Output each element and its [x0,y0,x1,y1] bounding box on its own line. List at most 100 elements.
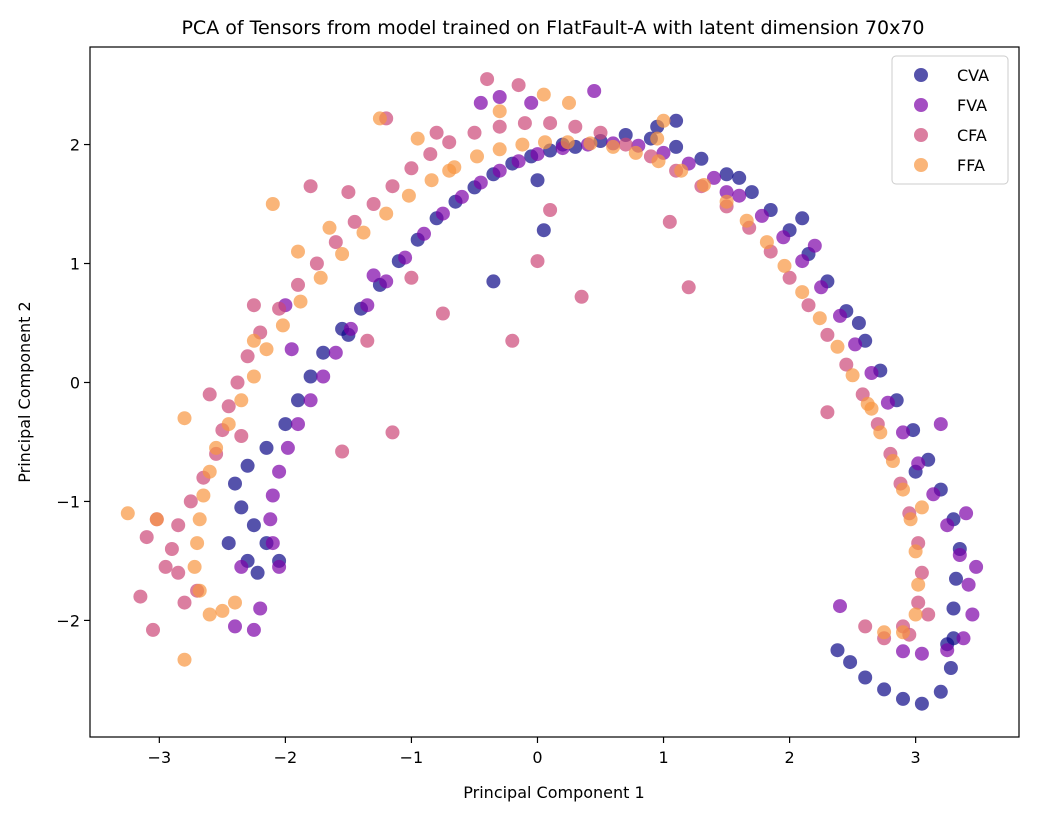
point-cfa-10 [240,349,255,364]
point-fva-44 [956,631,971,646]
point-cfa-4 [183,494,198,509]
point-cva-61 [221,536,236,551]
point-ffa-11 [259,342,274,357]
point-cva-47 [943,661,958,675]
point-ffa-12 [275,318,290,333]
point-ffa-10 [246,369,261,384]
point-ffa-59 [492,104,507,119]
point-cva-52 [858,670,873,685]
point-ffa-2 [187,559,202,574]
point-cva-6 [259,440,274,455]
point-ffa-7 [209,440,224,455]
point-ffa-28 [628,145,643,160]
point-fva-39 [926,487,941,502]
x-tick-label: −2 [274,748,298,767]
point-ffa-45 [908,544,923,559]
point-fva-30 [776,230,791,245]
point-cfa-51 [133,589,148,604]
y-tick-label: 2 [70,136,80,155]
point-fva-9 [328,345,343,360]
point-ffa-49 [877,625,892,640]
point-cva-8 [291,393,305,408]
point-cfa-18 [385,179,400,194]
point-fva-16 [454,189,469,204]
y-tick-label: 1 [70,255,80,274]
point-cva-54 [830,643,845,658]
point-fva-4 [272,464,287,479]
point-cva-4 [228,476,242,491]
point-ffa-54 [265,197,280,211]
point-fva-38 [911,456,926,471]
legend-marker-cva [914,68,928,82]
x-tick-label: −3 [148,748,172,767]
point-ffa-60 [536,87,551,102]
legend-items: CVA FVA CFA FFA [914,66,989,175]
point-cfa-0 [177,595,192,610]
point-ffa-47 [908,607,923,622]
point-ffa-26 [583,136,598,151]
legend-label-cva: CVA [957,66,989,85]
point-ffa-31 [696,178,711,192]
point-cfa-60 [505,333,520,348]
point-cfa-2 [164,542,179,556]
point-ffa-64 [215,603,230,618]
point-fva-1 [265,536,280,551]
point-ffa-15 [335,247,350,261]
point-cfa-64 [385,425,400,440]
point-ffa-3 [190,536,205,551]
point-cfa-24 [517,116,532,131]
point-cfa-67 [681,280,696,295]
point-ffa-27 [606,139,621,154]
x-tick-label: 0 [532,748,542,767]
point-cfa-19 [404,161,419,176]
point-fva-34 [848,337,863,352]
point-ffa-68 [410,131,425,146]
point-cfa-68 [820,405,835,420]
point-fva-11 [360,298,375,313]
point-ffa-18 [401,188,416,203]
point-ffa-24 [538,135,552,150]
point-ffa-9 [234,393,249,408]
point-fva-55 [284,342,299,357]
point-cva-48 [933,684,948,699]
point-cva-50 [896,691,910,706]
point-ffa-46 [911,577,926,592]
point-cfa-45 [914,565,929,580]
point-ffa-55 [291,244,305,259]
point-ffa-14 [313,270,328,285]
point-cfa-59 [480,72,495,87]
point-fva-29 [754,208,769,223]
point-ffa-51 [149,512,164,527]
point-fva-63 [959,506,974,521]
point-ffa-35 [777,258,792,273]
legend-box [891,55,1009,185]
point-ffa-33 [739,213,754,228]
point-fva-10 [343,321,358,336]
point-ffa-5 [196,488,211,503]
point-ffa-39 [845,368,860,383]
point-ffa-57 [372,111,387,126]
point-fva-40 [940,518,955,533]
chart-title: PCA of Tensors from model trained on Fla… [181,17,924,39]
point-fva-12 [379,274,394,289]
point-cfa-14 [309,256,324,271]
point-ffa-38 [830,339,845,354]
point-cfa-53 [202,387,217,402]
point-cfa-58 [429,125,444,140]
point-ffa-29 [651,154,666,169]
point-cfa-49 [858,619,873,634]
point-fva-2 [263,512,278,527]
point-fva-27 [707,170,721,185]
point-fva-61 [719,185,734,200]
point-ffa-63 [228,595,242,610]
point-ffa-48 [896,625,910,640]
point-cfa-63 [404,270,419,285]
point-cva-62 [250,565,265,580]
point-fva-7 [303,393,318,408]
point-cva-2 [246,518,261,533]
legend-marker-cfa [914,128,928,142]
point-cfa-17 [366,197,381,211]
point-ffa-21 [470,149,484,164]
point-ffa-62 [656,113,671,128]
point-cva-10 [316,345,331,360]
